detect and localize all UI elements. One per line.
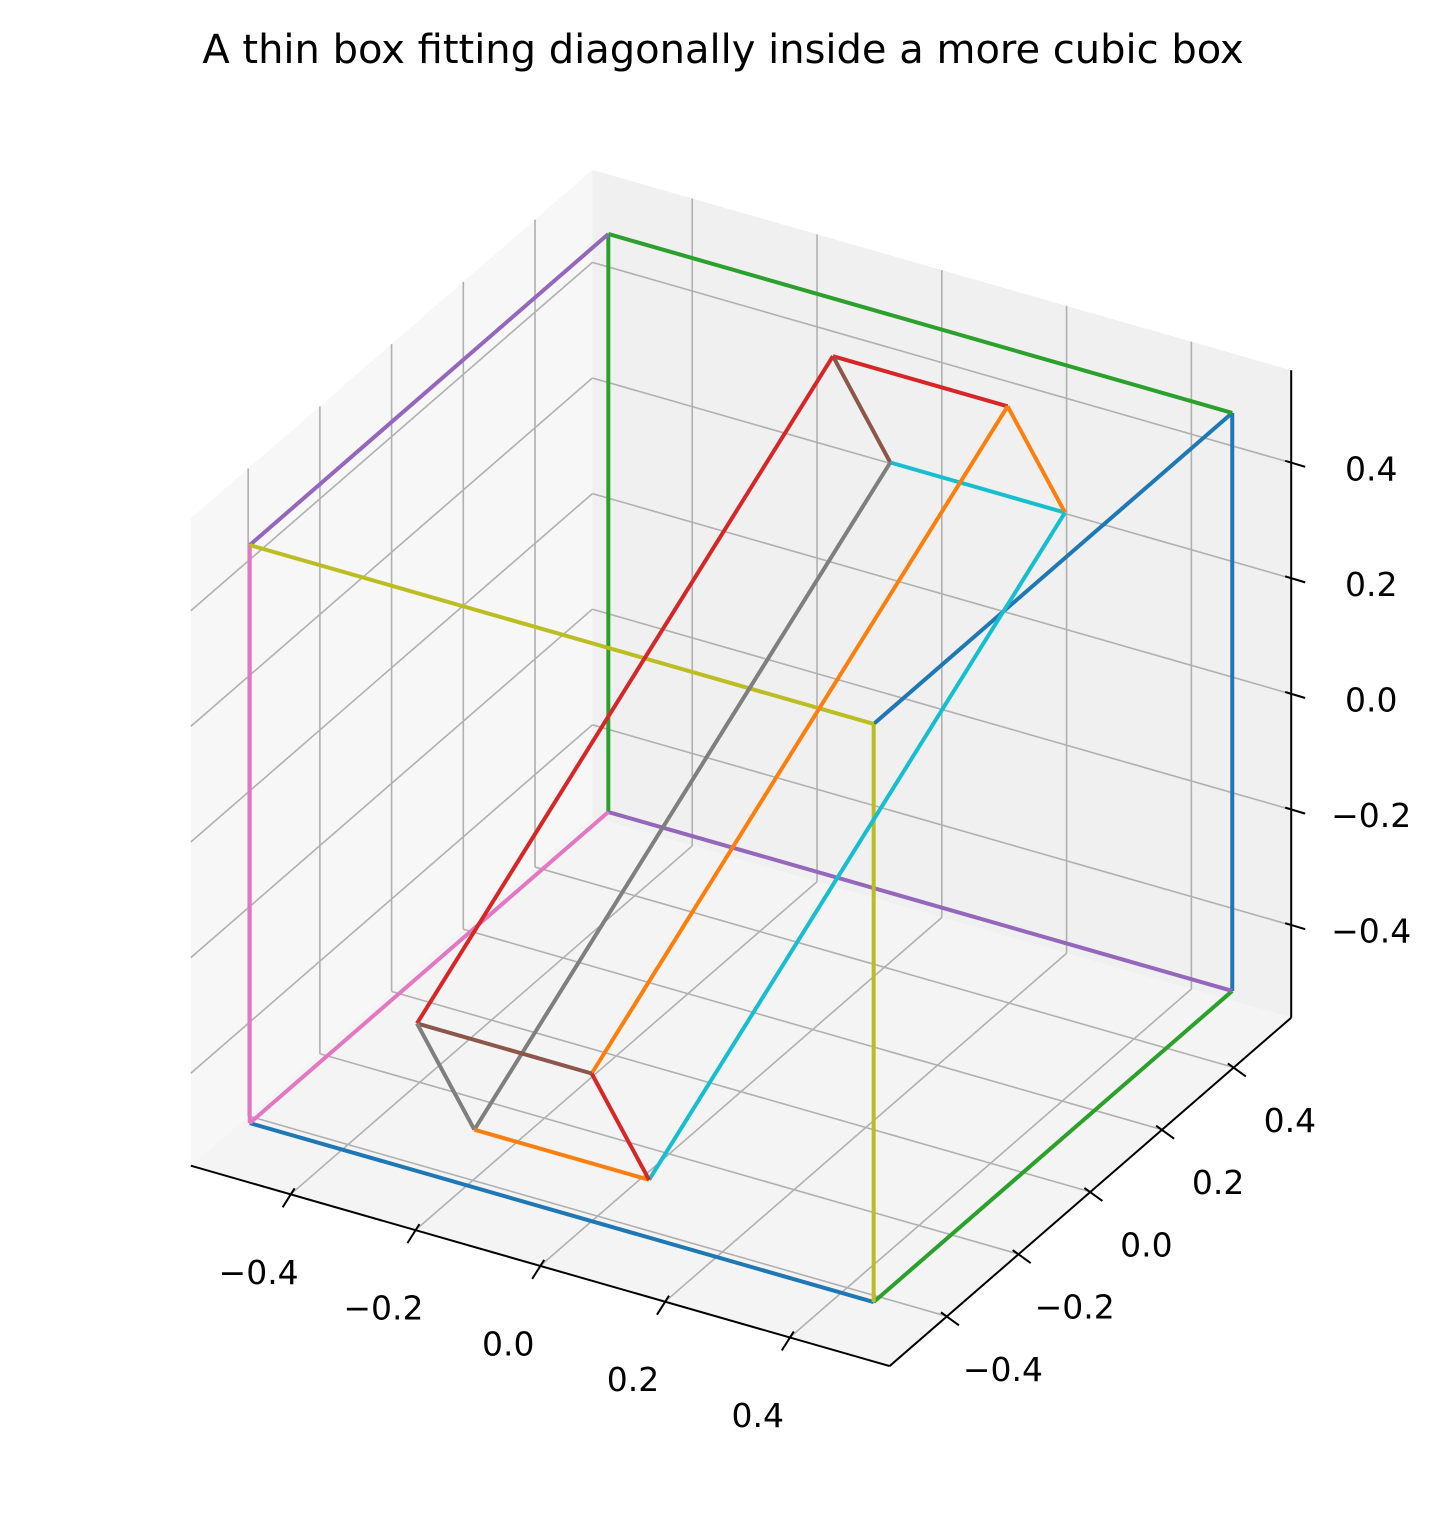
grid-line (190, 724, 593, 1074)
edge (415, 1022, 477, 1131)
y-tick (1155, 1124, 1175, 1140)
y-tick-label: 0.0 (1120, 1225, 1172, 1264)
z-tick-label: −0.4 (1331, 912, 1411, 951)
edge (889, 460, 1066, 515)
grid-line (190, 261, 593, 612)
grid-line (190, 492, 593, 843)
edge (607, 810, 1233, 993)
grid-line (319, 1052, 1019, 1255)
z-tick-label: 0.2 (1345, 565, 1397, 604)
edge (249, 543, 875, 726)
y-tick (1227, 1062, 1247, 1078)
z-tick (1284, 691, 1306, 699)
edge (249, 1121, 875, 1304)
grid-line (190, 608, 593, 959)
y-tick (1083, 1187, 1103, 1202)
x-tick-label: −0.2 (343, 1289, 423, 1328)
y-tick-label: −0.4 (963, 1350, 1043, 1389)
edge (248, 810, 610, 1125)
x-tick (281, 1187, 296, 1208)
edge (416, 1021, 593, 1076)
grid-line (592, 261, 1292, 464)
edge (248, 232, 610, 547)
x-tick-label: −0.4 (219, 1253, 299, 1292)
edge (647, 511, 1067, 1181)
y-tick (940, 1311, 960, 1327)
z-tick (1284, 575, 1306, 584)
x-tick-label: 0.4 (732, 1396, 784, 1435)
edge (1005, 405, 1067, 514)
edge (473, 1127, 650, 1182)
x-tick (780, 1330, 795, 1352)
z-tick-label: 0.4 (1345, 449, 1397, 488)
z-tick-label: 0.0 (1345, 681, 1397, 720)
grid-line (247, 1115, 948, 1318)
x-tick (531, 1259, 546, 1280)
y-tick (1012, 1249, 1032, 1264)
y-tick-label: −0.2 (1035, 1288, 1115, 1327)
z-tick (1284, 459, 1306, 468)
z-tick (1284, 922, 1306, 931)
x-tick-label: 0.0 (482, 1324, 534, 1363)
edge (872, 989, 1234, 1304)
grid-line (592, 724, 1292, 926)
grid-line (190, 377, 593, 727)
y-tick-label: 0.4 (1264, 1101, 1316, 1140)
y-tick-label: 0.2 (1192, 1163, 1244, 1202)
z-tick (1284, 806, 1306, 815)
edge (589, 1072, 651, 1181)
edge (472, 461, 893, 1131)
grid-line (592, 492, 1292, 695)
z-tick-label: −0.2 (1331, 796, 1411, 835)
edge (872, 411, 1234, 726)
edge (415, 355, 835, 1025)
chart-title: A thin box fitting diagonally inside a m… (202, 27, 1243, 73)
edge (831, 355, 893, 464)
grid-line (391, 990, 1091, 1193)
edge (832, 354, 1009, 409)
x-tick-label: 0.2 (607, 1360, 659, 1399)
edge (589, 405, 1010, 1075)
x-tick (656, 1295, 670, 1316)
x-tick (406, 1223, 421, 1244)
edge (607, 232, 1233, 415)
grid-line (534, 866, 1235, 1069)
